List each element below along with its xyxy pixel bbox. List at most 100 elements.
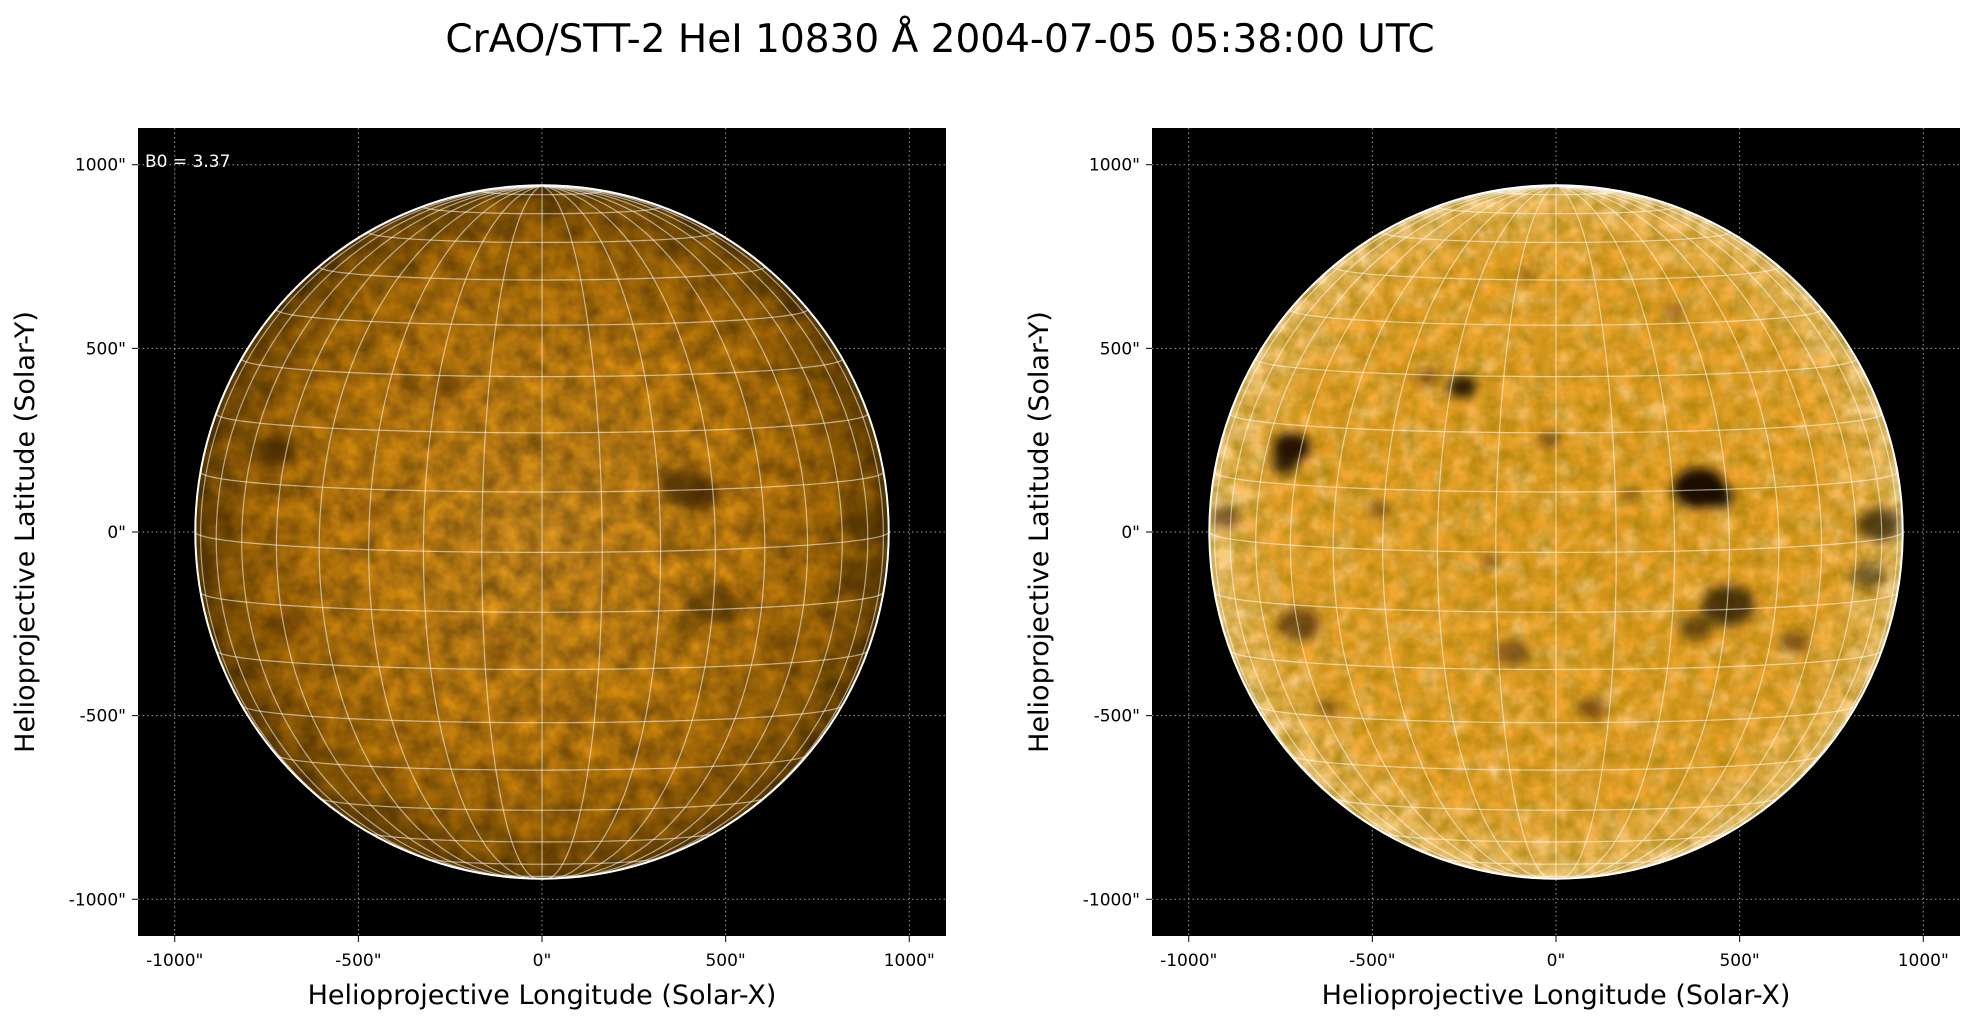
dark-filament (302, 699, 327, 718)
dark-filament (1539, 432, 1559, 448)
dark-filament (1780, 631, 1810, 654)
longitude-line (199, 185, 543, 859)
longitude-line (1381, 185, 1557, 879)
longitude-line (1555, 185, 1883, 875)
dark-filament (1367, 500, 1392, 520)
x-axis-title-right: Helioprojective Longitude (Solar-X) (1322, 980, 1791, 1011)
dark-filament (1620, 488, 1639, 502)
dark-filament (766, 631, 796, 654)
longitude-line (1555, 185, 1676, 879)
dark-filament (1663, 303, 1685, 320)
y-tick-label: 0" (1121, 523, 1140, 543)
longitude-line (1229, 185, 1557, 875)
map-panel-right: -1000" -500" 0" 500" 1000" 1000" 500" 0"… (1024, 128, 1960, 1011)
dark-filament (837, 563, 871, 589)
y-tick-label: 500" (1100, 339, 1140, 359)
x-tick-label: 1000" (1898, 951, 1949, 971)
x-tick-label: 500" (1719, 951, 1759, 971)
solar-limb-right (1208, 184, 1904, 880)
dark-filament (353, 500, 378, 520)
x-tick-label: 0" (533, 951, 552, 971)
dark-filament (1495, 640, 1529, 667)
longitude-line (541, 185, 717, 879)
dark-filament (1316, 699, 1341, 718)
y-axis-title-left: Helioprojective Latitude (Solar-Y) (10, 311, 41, 753)
dark-filament (843, 508, 887, 542)
longitude-line (1332, 185, 1557, 879)
dark-filament (1518, 268, 1536, 282)
dark-filament (688, 585, 741, 626)
map-panel-left: B0 = 3.37 -1000" -500" 0" 500" 1000" 100… (10, 128, 946, 1011)
longitude-line (1555, 185, 1731, 879)
x-tick-label: -1000" (1160, 951, 1217, 971)
longitude-line (318, 185, 543, 879)
x-tick-label: 1000" (884, 951, 935, 971)
y-axis-ticks-left: 1000" 500" 0" -500" -1000" (69, 156, 126, 911)
longitude-line (1436, 185, 1557, 879)
dark-filament (434, 375, 463, 398)
longitude-line (541, 185, 869, 875)
dark-filament (1480, 554, 1500, 569)
x-axis-ticks-right: -1000" -500" 0" 500" 1000" (1160, 951, 1949, 971)
longitude-line (422, 185, 543, 879)
dark-filament (504, 268, 522, 282)
x-tick-label: -1000" (146, 951, 203, 971)
x-tick-label: -500" (335, 951, 381, 971)
dark-filament (481, 640, 515, 667)
longitude-line (215, 185, 543, 875)
dark-filament (649, 303, 671, 320)
longitude-line (541, 185, 843, 877)
longitude-line (541, 185, 809, 879)
longitude-line (1289, 185, 1557, 879)
x-axis-title-left: Helioprojective Longitude (Solar-X) (308, 980, 777, 1011)
y-tick-label: 1000" (75, 156, 126, 176)
longitude-line (1555, 185, 1617, 879)
y-axis-title-right: Helioprojective Latitude (Solar-Y) (1024, 311, 1055, 753)
x-tick-label: 500" (705, 951, 745, 971)
x-tick-label: -500" (1349, 951, 1395, 971)
y-tick-label: -500" (1094, 707, 1140, 727)
longitude-line (541, 185, 603, 879)
longitude-line (1555, 185, 1823, 879)
dark-filament (1678, 614, 1713, 641)
b0-annotation: B0 = 3.37 (145, 152, 230, 172)
dark-filament (256, 453, 284, 475)
x-axis-ticks-left: -1000" -500" 0" 500" 1000" (146, 951, 935, 971)
y-tick-label: -500" (80, 707, 126, 727)
dark-filament (401, 368, 426, 387)
dark-filament (1851, 563, 1885, 589)
y-axis-ticks-right: 1000" 500" 0" -500" -1000" (1083, 156, 1140, 911)
longitude-line (1255, 185, 1557, 877)
solar-limb-left (194, 184, 890, 880)
figure-title: CrAO/STT-2 HeI 10830 Å 2004-07-05 05:38:… (445, 15, 1434, 62)
dark-filament (525, 432, 545, 448)
solar-disk-left (194, 184, 890, 880)
longitude-line (367, 185, 543, 879)
longitude-line (541, 185, 885, 859)
dark-filament (1277, 607, 1321, 641)
y-tick-label: 1000" (1089, 156, 1140, 176)
dark-filament (1211, 506, 1240, 529)
dark-filament (1857, 508, 1901, 542)
solar-disk-right (1208, 184, 1904, 880)
longitude-line (1555, 185, 1899, 859)
dark-filament (564, 697, 594, 720)
longitude-line (1213, 185, 1557, 859)
longitude-line (481, 185, 543, 879)
longitude-line (541, 185, 662, 879)
longitude-line (1555, 185, 1780, 879)
dark-filament (1270, 453, 1298, 475)
longitude-line (1555, 185, 1857, 877)
y-tick-label: 500" (86, 339, 126, 359)
dark-filament (466, 554, 486, 569)
longitude-line (275, 185, 543, 879)
y-tick-label: 0" (107, 523, 126, 543)
dark-filament (1415, 368, 1440, 387)
longitude-line (241, 185, 543, 877)
dark-filament (606, 488, 625, 502)
dark-filament (1702, 585, 1755, 626)
dark-filament (1578, 697, 1608, 720)
longitude-line (1495, 185, 1557, 879)
dark-filament (664, 614, 699, 641)
